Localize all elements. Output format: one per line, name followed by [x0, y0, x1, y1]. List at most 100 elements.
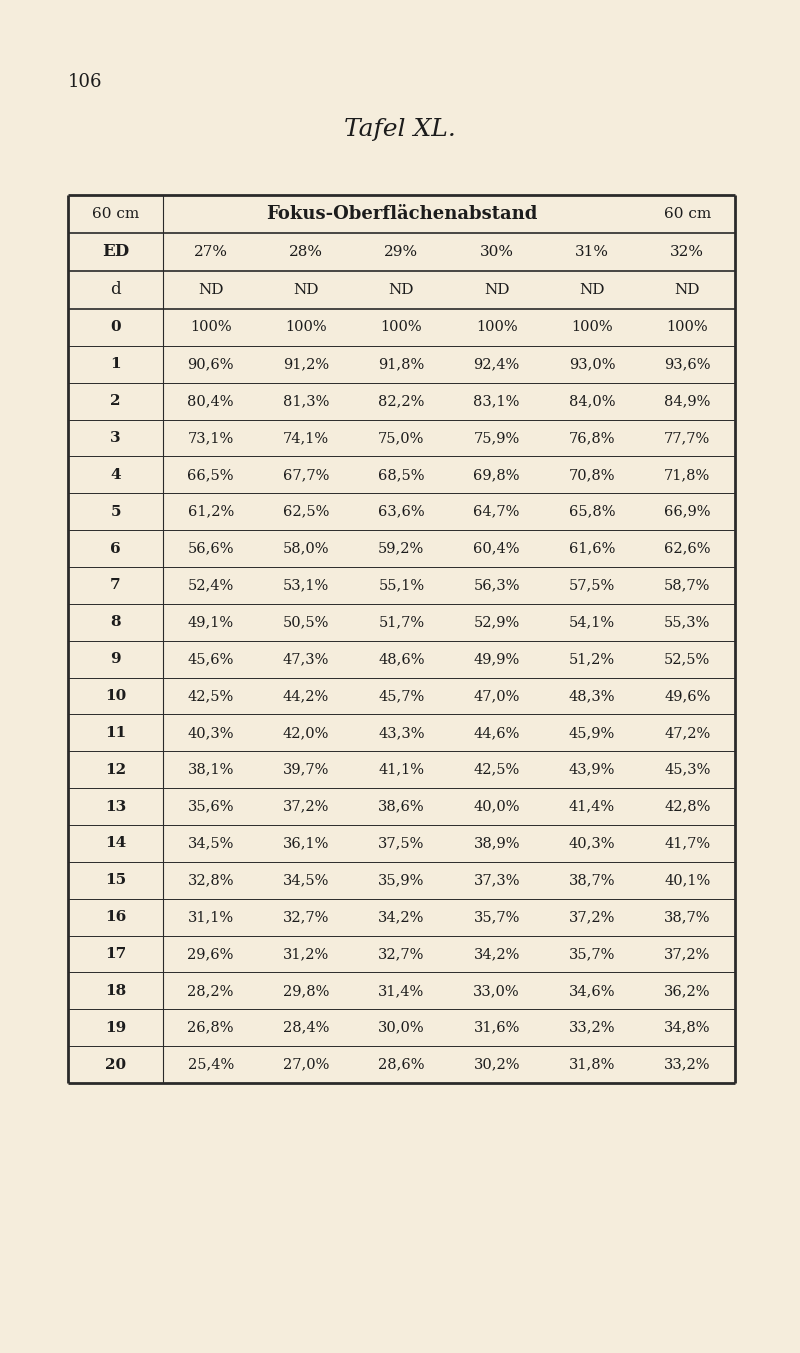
- Text: 18: 18: [105, 984, 126, 999]
- Text: 31%: 31%: [575, 245, 609, 258]
- Text: 75,0%: 75,0%: [378, 432, 425, 445]
- Text: 80,4%: 80,4%: [187, 394, 234, 409]
- Text: 59,2%: 59,2%: [378, 541, 425, 556]
- Text: 45,7%: 45,7%: [378, 689, 425, 704]
- Text: 7: 7: [110, 579, 121, 593]
- Text: 50,5%: 50,5%: [283, 616, 329, 629]
- Text: 14: 14: [105, 836, 126, 851]
- Text: 20: 20: [105, 1058, 126, 1072]
- Text: 6: 6: [110, 541, 121, 556]
- Text: 48,6%: 48,6%: [378, 652, 425, 666]
- Text: 29,6%: 29,6%: [187, 947, 234, 961]
- Text: 47,3%: 47,3%: [283, 652, 329, 666]
- Text: 106: 106: [68, 73, 102, 91]
- Text: 32,7%: 32,7%: [378, 947, 425, 961]
- Text: 30,2%: 30,2%: [474, 1058, 520, 1072]
- Text: 51,7%: 51,7%: [378, 616, 424, 629]
- Text: 54,1%: 54,1%: [569, 616, 615, 629]
- Text: 32%: 32%: [670, 245, 704, 258]
- Text: 62,5%: 62,5%: [283, 505, 329, 518]
- Text: 77,7%: 77,7%: [664, 432, 710, 445]
- Text: 38,9%: 38,9%: [474, 836, 520, 851]
- Text: 60 cm: 60 cm: [92, 207, 139, 221]
- Text: 42,5%: 42,5%: [187, 689, 234, 704]
- Text: 37,2%: 37,2%: [283, 800, 329, 813]
- Text: 53,1%: 53,1%: [283, 579, 329, 593]
- Text: 3: 3: [110, 432, 121, 445]
- Text: 65,8%: 65,8%: [569, 505, 615, 518]
- Text: 27,0%: 27,0%: [283, 1058, 329, 1072]
- Text: 31,4%: 31,4%: [378, 984, 425, 999]
- Text: 40,3%: 40,3%: [569, 836, 615, 851]
- Text: 100%: 100%: [381, 321, 422, 334]
- Text: Fokus-Oberflächenabstand: Fokus-Oberflächenabstand: [266, 206, 537, 223]
- Text: Tafel XL.: Tafel XL.: [344, 118, 456, 141]
- Text: 66,9%: 66,9%: [664, 505, 710, 518]
- Text: 11: 11: [105, 725, 126, 740]
- Text: 66,5%: 66,5%: [187, 468, 234, 482]
- Text: 40,1%: 40,1%: [664, 873, 710, 888]
- Text: 60 cm: 60 cm: [664, 207, 711, 221]
- Text: 38,1%: 38,1%: [187, 763, 234, 777]
- Text: 38,7%: 38,7%: [664, 911, 710, 924]
- Text: 4: 4: [110, 468, 121, 482]
- Text: 31,8%: 31,8%: [569, 1058, 615, 1072]
- Text: 34,5%: 34,5%: [187, 836, 234, 851]
- Text: 92,4%: 92,4%: [474, 357, 520, 371]
- Text: 83,1%: 83,1%: [474, 394, 520, 409]
- Text: 71,8%: 71,8%: [664, 468, 710, 482]
- Text: 45,6%: 45,6%: [187, 652, 234, 666]
- Text: 34,2%: 34,2%: [474, 947, 520, 961]
- Text: 34,8%: 34,8%: [664, 1020, 710, 1035]
- Text: 32,7%: 32,7%: [283, 911, 329, 924]
- Text: ED: ED: [102, 244, 129, 261]
- Text: 62,6%: 62,6%: [664, 541, 710, 556]
- Text: 30%: 30%: [480, 245, 514, 258]
- Text: 90,6%: 90,6%: [187, 357, 234, 371]
- Text: 58,7%: 58,7%: [664, 579, 710, 593]
- Text: 63,6%: 63,6%: [378, 505, 425, 518]
- Text: 42,0%: 42,0%: [283, 725, 329, 740]
- Text: 68,5%: 68,5%: [378, 468, 425, 482]
- Text: 37,3%: 37,3%: [474, 873, 520, 888]
- Text: 28%: 28%: [289, 245, 323, 258]
- Text: 81,3%: 81,3%: [283, 394, 329, 409]
- Text: 29%: 29%: [384, 245, 418, 258]
- Text: 36,2%: 36,2%: [664, 984, 710, 999]
- Text: 38,7%: 38,7%: [569, 873, 615, 888]
- Text: 75,9%: 75,9%: [474, 432, 520, 445]
- Text: 49,6%: 49,6%: [664, 689, 710, 704]
- Text: 76,8%: 76,8%: [569, 432, 615, 445]
- Text: 40,0%: 40,0%: [474, 800, 520, 813]
- Text: 9: 9: [110, 652, 121, 666]
- Text: 13: 13: [105, 800, 126, 813]
- Text: 0: 0: [110, 321, 121, 334]
- Text: 25,4%: 25,4%: [187, 1058, 234, 1072]
- Text: 31,2%: 31,2%: [283, 947, 329, 961]
- Text: 41,1%: 41,1%: [378, 763, 424, 777]
- Text: 28,6%: 28,6%: [378, 1058, 425, 1072]
- Text: 32,8%: 32,8%: [187, 873, 234, 888]
- Text: 8: 8: [110, 616, 121, 629]
- Text: 73,1%: 73,1%: [187, 432, 234, 445]
- Text: 12: 12: [105, 763, 126, 777]
- Text: 52,5%: 52,5%: [664, 652, 710, 666]
- Text: 10: 10: [105, 689, 126, 704]
- Text: 43,9%: 43,9%: [569, 763, 615, 777]
- Text: 2: 2: [110, 394, 121, 409]
- Text: 47,2%: 47,2%: [664, 725, 710, 740]
- Text: 43,3%: 43,3%: [378, 725, 425, 740]
- Text: ND: ND: [389, 283, 414, 298]
- Text: 84,9%: 84,9%: [664, 394, 710, 409]
- Text: 35,6%: 35,6%: [187, 800, 234, 813]
- Text: 42,5%: 42,5%: [474, 763, 520, 777]
- Text: 41,7%: 41,7%: [664, 836, 710, 851]
- Text: 55,3%: 55,3%: [664, 616, 710, 629]
- Text: 33,2%: 33,2%: [664, 1058, 710, 1072]
- Text: 39,7%: 39,7%: [283, 763, 329, 777]
- Text: 44,2%: 44,2%: [283, 689, 329, 704]
- Text: 29,8%: 29,8%: [283, 984, 329, 999]
- Text: 91,2%: 91,2%: [283, 357, 329, 371]
- Text: 45,3%: 45,3%: [664, 763, 710, 777]
- Text: 42,8%: 42,8%: [664, 800, 710, 813]
